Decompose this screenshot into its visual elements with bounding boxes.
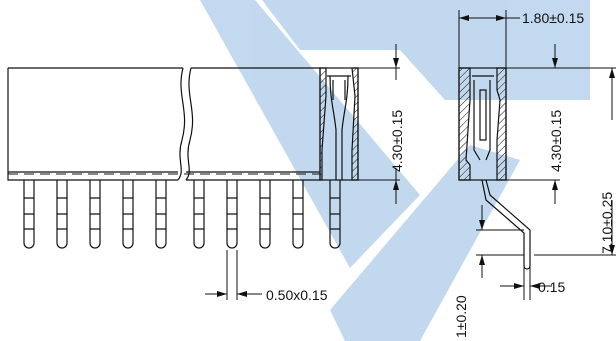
bottom-offset-dimension bbox=[476, 205, 524, 278]
side-width-label: 1.80±0.15 bbox=[522, 10, 584, 26]
side-width-dimension bbox=[458, 10, 520, 68]
thickness-dimension bbox=[500, 258, 552, 300]
pin bbox=[292, 180, 304, 249]
watermark-logo bbox=[200, 0, 590, 341]
pin bbox=[155, 180, 167, 249]
pin bbox=[226, 180, 238, 249]
side-pin-tail bbox=[481, 179, 531, 270]
pin bbox=[329, 180, 341, 249]
pin-size-label: 0.50x0.15 bbox=[266, 287, 328, 303]
front-view bbox=[7, 67, 359, 249]
pin bbox=[89, 180, 101, 249]
total-height-label: 7.10±0.25 bbox=[599, 192, 615, 254]
pin bbox=[193, 180, 205, 249]
total-height-dimension bbox=[534, 67, 616, 256]
pin bbox=[122, 180, 134, 249]
side-height-label: 4.30±0.15 bbox=[548, 110, 564, 172]
housing-left-segment bbox=[7, 67, 183, 181]
front-section-cut bbox=[319, 67, 359, 181]
front-pins bbox=[23, 180, 341, 249]
housing-right-segment bbox=[186, 67, 320, 181]
break-line bbox=[177, 67, 186, 181]
side-height-dimension bbox=[506, 44, 560, 204]
pin-size-dimension bbox=[205, 250, 262, 300]
pin bbox=[56, 180, 68, 249]
front-height-label: 4.30±0.15 bbox=[389, 110, 405, 172]
bottom-offset-label: 1±0.20 bbox=[453, 295, 469, 338]
pin bbox=[23, 180, 35, 249]
pin bbox=[259, 180, 271, 249]
thickness-label: 0.15 bbox=[538, 279, 565, 295]
front-height-dimension bbox=[358, 44, 400, 204]
side-view bbox=[458, 67, 531, 270]
break-line bbox=[185, 67, 194, 181]
